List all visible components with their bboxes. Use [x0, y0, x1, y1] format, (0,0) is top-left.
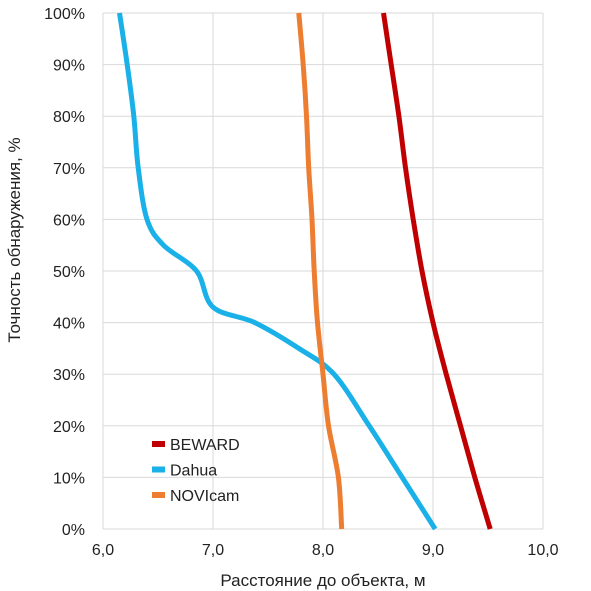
series-line-novicam — [296, 12, 345, 530]
x-tick-label: 10,0 — [527, 542, 558, 559]
y-tick-label: 100% — [44, 6, 85, 23]
legend-swatch-beward — [152, 441, 165, 447]
y-tick-label: 20% — [53, 419, 85, 436]
legend-swatch-novicam — [152, 492, 165, 498]
series-line-beward — [381, 12, 493, 530]
y-tick-label: 40% — [53, 316, 85, 333]
x-tick-label: 9,0 — [422, 542, 444, 559]
legend-label-novicam: NOVIcam — [170, 488, 239, 505]
y-tick-label: 80% — [53, 109, 85, 126]
y-tick-label: 90% — [53, 58, 85, 75]
grid-lines — [102, 12, 544, 530]
y-axis-title: Точность обнаружения, % — [5, 137, 24, 342]
x-tick-label: 8,0 — [312, 542, 334, 559]
y-tick-label: 10% — [53, 470, 85, 487]
x-tick-label: 6,0 — [92, 542, 114, 559]
x-tick-label: 7,0 — [202, 542, 224, 559]
x-axis-ticks: 6,0 7,0 8,0 9,0 10,0 — [92, 542, 559, 559]
x-axis-title: Расстояние до объекта, м — [220, 571, 425, 590]
legend-label-dahua: Dahua — [170, 463, 217, 480]
legend-swatch-dahua — [152, 466, 165, 473]
y-tick-label: 70% — [53, 161, 85, 178]
legend-label-beward: BEWARD — [170, 437, 240, 454]
y-axis-ticks: 0% 10% 20% 30% 40% 50% 60% 70% 80% 90% 100% — [44, 6, 85, 539]
series-line-dahua — [117, 12, 438, 531]
y-tick-label: 30% — [53, 367, 85, 384]
y-tick-label: 60% — [53, 212, 85, 229]
y-tick-label: 0% — [62, 522, 85, 539]
series-lines — [117, 12, 493, 531]
y-tick-label: 50% — [53, 264, 85, 281]
legend: BEWARD Dahua NOVIcam — [152, 437, 240, 505]
